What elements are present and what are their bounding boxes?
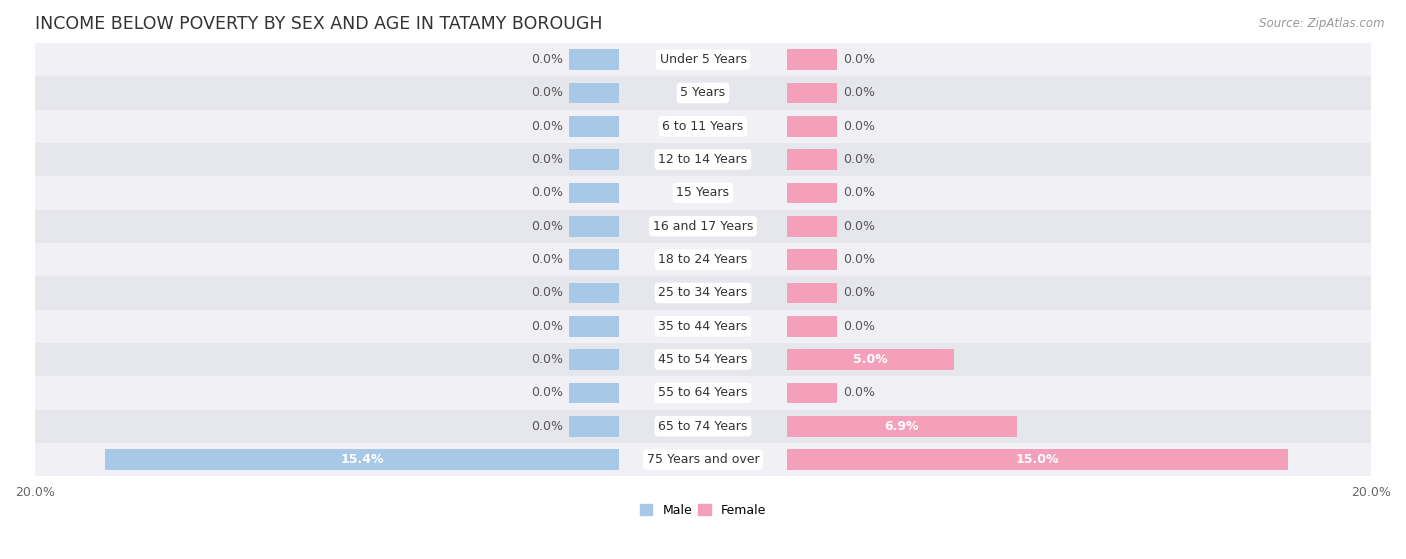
Bar xyxy=(35,143,1371,176)
Text: 0.0%: 0.0% xyxy=(844,286,876,300)
Bar xyxy=(35,276,1371,310)
Bar xyxy=(105,449,620,470)
Text: 5 Years: 5 Years xyxy=(681,87,725,100)
Text: 0.0%: 0.0% xyxy=(530,153,562,166)
Bar xyxy=(786,382,837,403)
Bar xyxy=(786,216,837,236)
Bar xyxy=(569,316,620,337)
Bar xyxy=(35,43,1371,76)
Text: 0.0%: 0.0% xyxy=(844,186,876,200)
Bar xyxy=(569,349,620,370)
Bar xyxy=(35,443,1371,476)
Bar xyxy=(35,410,1371,443)
Text: INCOME BELOW POVERTY BY SEX AND AGE IN TATAMY BOROUGH: INCOME BELOW POVERTY BY SEX AND AGE IN T… xyxy=(35,15,602,33)
Bar xyxy=(35,176,1371,210)
Text: 55 to 64 Years: 55 to 64 Years xyxy=(658,386,748,399)
Bar xyxy=(569,49,620,70)
Text: Source: ZipAtlas.com: Source: ZipAtlas.com xyxy=(1260,17,1385,30)
Bar xyxy=(35,110,1371,143)
Text: 0.0%: 0.0% xyxy=(530,386,562,399)
Bar xyxy=(35,376,1371,410)
Text: 15.4%: 15.4% xyxy=(340,453,384,466)
Text: 5.0%: 5.0% xyxy=(852,353,887,366)
Text: Under 5 Years: Under 5 Years xyxy=(659,53,747,66)
Text: 0.0%: 0.0% xyxy=(530,186,562,200)
Bar xyxy=(786,282,837,303)
Text: 0.0%: 0.0% xyxy=(844,220,876,233)
Text: 6.9%: 6.9% xyxy=(884,420,920,433)
Bar xyxy=(35,76,1371,110)
Bar xyxy=(569,216,620,236)
Text: 45 to 54 Years: 45 to 54 Years xyxy=(658,353,748,366)
Text: 0.0%: 0.0% xyxy=(530,53,562,66)
Bar xyxy=(569,416,620,437)
Bar xyxy=(786,83,837,103)
Text: 0.0%: 0.0% xyxy=(844,253,876,266)
Legend: Male, Female: Male, Female xyxy=(636,499,770,522)
Bar xyxy=(786,349,953,370)
Text: 15 Years: 15 Years xyxy=(676,186,730,200)
Text: 0.0%: 0.0% xyxy=(530,353,562,366)
Bar xyxy=(569,183,620,203)
Text: 35 to 44 Years: 35 to 44 Years xyxy=(658,320,748,333)
Bar xyxy=(786,116,837,136)
Bar xyxy=(569,382,620,403)
Text: 0.0%: 0.0% xyxy=(530,320,562,333)
Bar xyxy=(569,83,620,103)
Text: 6 to 11 Years: 6 to 11 Years xyxy=(662,120,744,132)
Text: 0.0%: 0.0% xyxy=(844,120,876,132)
Bar xyxy=(569,249,620,270)
Text: 0.0%: 0.0% xyxy=(844,87,876,100)
Text: 0.0%: 0.0% xyxy=(844,320,876,333)
Bar xyxy=(35,243,1371,276)
Text: 0.0%: 0.0% xyxy=(530,220,562,233)
Text: 25 to 34 Years: 25 to 34 Years xyxy=(658,286,748,300)
Text: 0.0%: 0.0% xyxy=(844,153,876,166)
Text: 0.0%: 0.0% xyxy=(844,53,876,66)
Bar xyxy=(569,149,620,170)
Text: 0.0%: 0.0% xyxy=(844,386,876,399)
Text: 0.0%: 0.0% xyxy=(530,253,562,266)
Bar xyxy=(786,416,1017,437)
Text: 15.0%: 15.0% xyxy=(1015,453,1059,466)
Text: 18 to 24 Years: 18 to 24 Years xyxy=(658,253,748,266)
Text: 0.0%: 0.0% xyxy=(530,286,562,300)
Bar xyxy=(35,343,1371,376)
Bar xyxy=(786,249,837,270)
Text: 0.0%: 0.0% xyxy=(530,420,562,433)
Text: 65 to 74 Years: 65 to 74 Years xyxy=(658,420,748,433)
Bar xyxy=(786,316,837,337)
Bar xyxy=(786,183,837,203)
Text: 0.0%: 0.0% xyxy=(530,87,562,100)
Text: 75 Years and over: 75 Years and over xyxy=(647,453,759,466)
Text: 16 and 17 Years: 16 and 17 Years xyxy=(652,220,754,233)
Bar xyxy=(35,310,1371,343)
Text: 12 to 14 Years: 12 to 14 Years xyxy=(658,153,748,166)
Bar xyxy=(569,116,620,136)
Bar xyxy=(786,149,837,170)
Bar xyxy=(35,210,1371,243)
Bar xyxy=(786,449,1288,470)
Text: 0.0%: 0.0% xyxy=(530,120,562,132)
Bar xyxy=(569,282,620,303)
Bar xyxy=(786,49,837,70)
